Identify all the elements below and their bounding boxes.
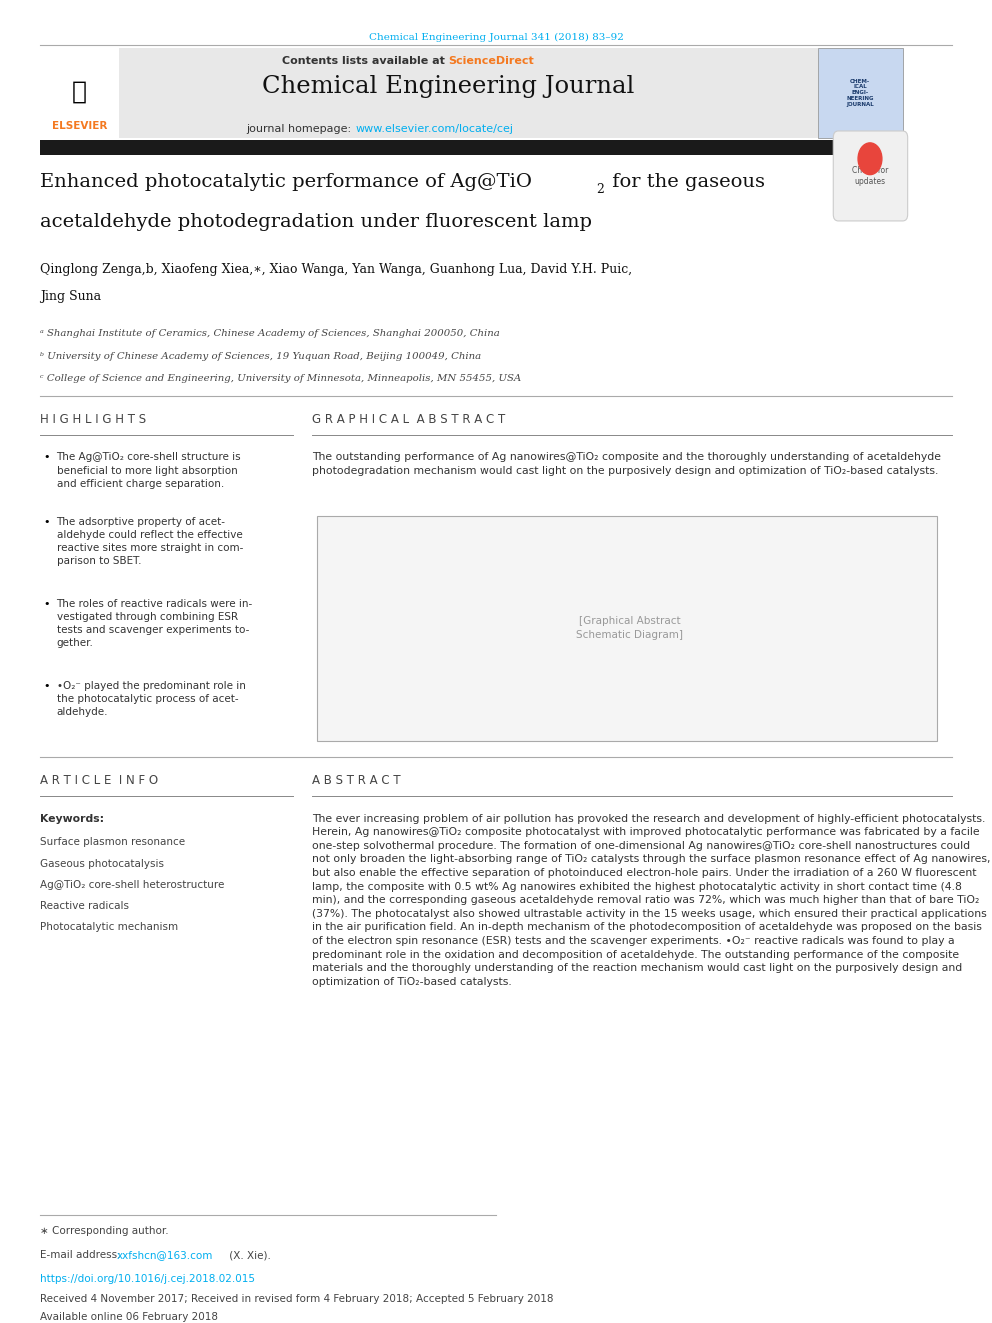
Text: Enhanced photocatalytic performance of Ag@TiO: Enhanced photocatalytic performance of A… bbox=[40, 173, 532, 192]
Text: The ever increasing problem of air pollution has provoked the research and devel: The ever increasing problem of air pollu… bbox=[312, 814, 991, 987]
Text: The roles of reactive radicals were in-
vestigated through combining ESR
tests a: The roles of reactive radicals were in- … bbox=[57, 599, 253, 648]
Text: acetaldehyde photodegradation under fluorescent lamp: acetaldehyde photodegradation under fluo… bbox=[40, 213, 591, 232]
Circle shape bbox=[858, 143, 882, 175]
Text: Reactive radicals: Reactive radicals bbox=[40, 901, 129, 912]
Text: Gaseous photocatalysis: Gaseous photocatalysis bbox=[40, 859, 164, 869]
Text: 2: 2 bbox=[596, 183, 604, 196]
Text: Chemical Engineering Journal 341 (2018) 83–92: Chemical Engineering Journal 341 (2018) … bbox=[369, 33, 623, 42]
Bar bbox=[79, 48, 818, 138]
Bar bbox=[40, 140, 903, 155]
Text: Photocatalytic mechanism: Photocatalytic mechanism bbox=[40, 922, 178, 933]
Text: Jing Suna: Jing Suna bbox=[40, 290, 101, 303]
Text: Qinglong Zenga,b, Xiaofeng Xiea,∗, Xiao Wanga, Yan Wanga, Guanhong Lua, David Y.: Qinglong Zenga,b, Xiaofeng Xiea,∗, Xiao … bbox=[40, 263, 632, 277]
Text: ᶜ College of Science and Engineering, University of Minnesota, Minneapolis, MN 5: ᶜ College of Science and Engineering, Un… bbox=[40, 374, 521, 384]
Text: Received 4 November 2017; Received in revised form 4 February 2018; Accepted 5 F: Received 4 November 2017; Received in re… bbox=[40, 1294, 554, 1304]
Text: H I G H L I G H T S: H I G H L I G H T S bbox=[40, 413, 146, 426]
Text: The outstanding performance of Ag nanowires@TiO₂ composite and the thoroughly un: The outstanding performance of Ag nanowi… bbox=[312, 452, 941, 476]
Text: •O₂⁻ played the predominant role in
the photocatalytic process of acet-
aldehyde: •O₂⁻ played the predominant role in the … bbox=[57, 681, 245, 717]
Text: Contents lists available at: Contents lists available at bbox=[282, 56, 448, 66]
Text: •: • bbox=[44, 681, 51, 691]
Text: for the gaseous: for the gaseous bbox=[606, 173, 765, 192]
Text: ScienceDirect: ScienceDirect bbox=[448, 56, 534, 66]
Text: The Ag@TiO₂ core-shell structure is
beneficial to more light absorption
and effi: The Ag@TiO₂ core-shell structure is bene… bbox=[57, 452, 241, 490]
Text: journal homepage:: journal homepage: bbox=[246, 124, 355, 135]
FancyBboxPatch shape bbox=[833, 131, 908, 221]
Text: https://doi.org/10.1016/j.cej.2018.02.015: https://doi.org/10.1016/j.cej.2018.02.01… bbox=[40, 1274, 255, 1285]
Text: Chemical Engineering Journal: Chemical Engineering Journal bbox=[262, 75, 635, 98]
Text: G R A P H I C A L  A B S T R A C T: G R A P H I C A L A B S T R A C T bbox=[312, 413, 506, 426]
Text: ELSEVIER: ELSEVIER bbox=[52, 120, 107, 131]
Bar bbox=[818, 48, 903, 138]
Text: CHEM-
ICAL
ENGI-
NEERING
JOURNAL: CHEM- ICAL ENGI- NEERING JOURNAL bbox=[846, 78, 874, 107]
Text: A R T I C L E  I N F O: A R T I C L E I N F O bbox=[40, 774, 158, 787]
Text: Check for
updates: Check for updates bbox=[852, 165, 888, 187]
Text: www.elsevier.com/locate/cej: www.elsevier.com/locate/cej bbox=[355, 124, 513, 135]
Bar bbox=[317, 516, 937, 741]
Text: E-mail address:: E-mail address: bbox=[40, 1250, 124, 1261]
Text: Surface plasmon resonance: Surface plasmon resonance bbox=[40, 837, 185, 848]
Text: •: • bbox=[44, 599, 51, 609]
Text: Ag@TiO₂ core-shell heterostructure: Ag@TiO₂ core-shell heterostructure bbox=[40, 880, 224, 890]
Text: The adsorptive property of acet-
aldehyde could reflect the effective
reactive s: The adsorptive property of acet- aldehyd… bbox=[57, 517, 243, 566]
Text: 🌳: 🌳 bbox=[71, 79, 87, 103]
Text: •: • bbox=[44, 517, 51, 527]
Text: Available online 06 February 2018: Available online 06 February 2018 bbox=[40, 1312, 217, 1323]
Bar bbox=[40, 48, 119, 138]
Text: Keywords:: Keywords: bbox=[40, 814, 104, 824]
Text: A B S T R A C T: A B S T R A C T bbox=[312, 774, 401, 787]
Text: ᵇ University of Chinese Academy of Sciences, 19 Yuquan Road, Beijing 100049, Chi: ᵇ University of Chinese Academy of Scien… bbox=[40, 352, 481, 361]
Text: •: • bbox=[44, 452, 51, 463]
Text: ∗ Corresponding author.: ∗ Corresponding author. bbox=[40, 1226, 169, 1237]
Text: [Graphical Abstract
Schematic Diagram]: [Graphical Abstract Schematic Diagram] bbox=[576, 617, 683, 640]
Text: xxfshcn@163.com: xxfshcn@163.com bbox=[117, 1250, 213, 1261]
Text: ᵃ Shanghai Institute of Ceramics, Chinese Academy of Sciences, Shanghai 200050, : ᵃ Shanghai Institute of Ceramics, Chines… bbox=[40, 329, 499, 339]
Text: (X. Xie).: (X. Xie). bbox=[226, 1250, 271, 1261]
